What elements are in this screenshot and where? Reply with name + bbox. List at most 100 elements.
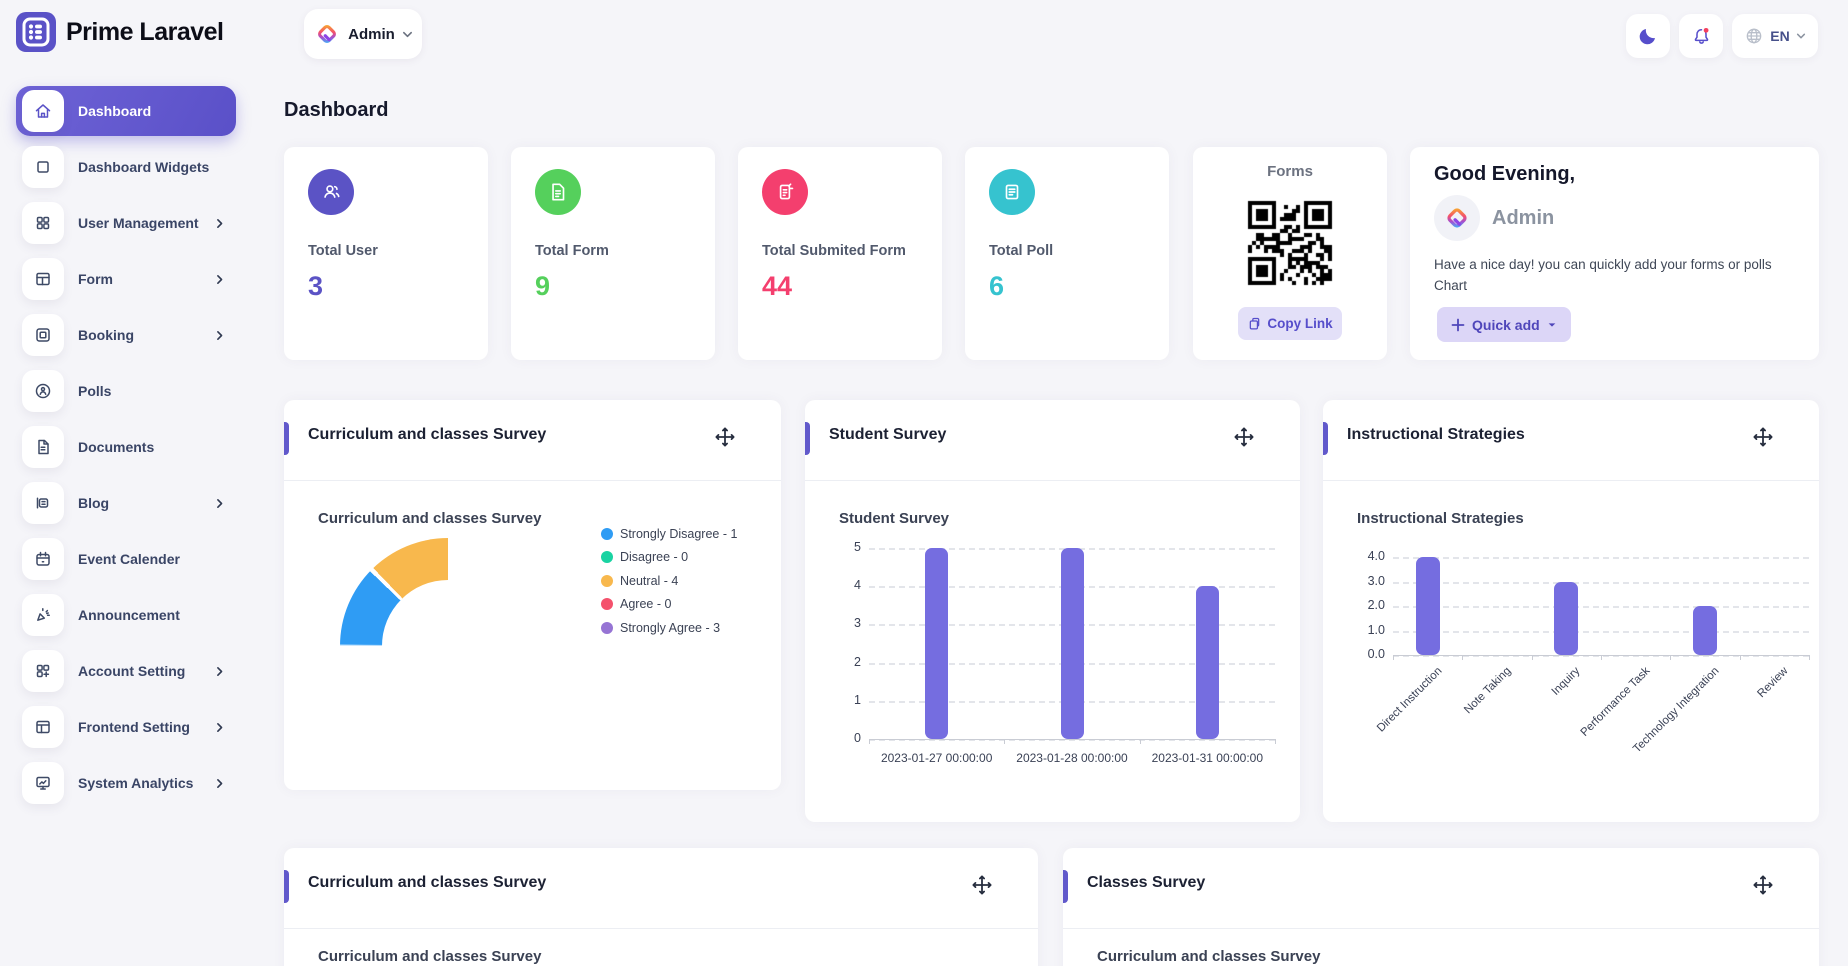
drag-move-icon[interactable] (1753, 427, 1773, 447)
x-axis-tick (1462, 655, 1464, 660)
y-axis-tick-label: 4 (854, 578, 861, 593)
profile-dropdown[interactable]: Admin (304, 9, 422, 59)
avatar-logo-icon (1447, 208, 1467, 228)
sidebar-item-frontend-setting[interactable]: Frontend Setting (16, 702, 236, 752)
sidebar-item-booking[interactable]: Booking (16, 310, 236, 360)
legend-dot (601, 574, 613, 587)
donut-chart (340, 538, 556, 754)
curriculum-survey-card: Curriculum and classes Survey Curriculum… (284, 400, 781, 790)
sidebar-item-polls[interactable]: Polls (16, 366, 236, 416)
qr-code (1240, 193, 1340, 293)
announcement-icon (22, 594, 64, 636)
polls-icon (22, 370, 64, 412)
x-axis-tick (1275, 739, 1276, 744)
language-label: EN (1770, 28, 1790, 44)
chart-legend: Strongly Disagree - 1 Disagree - 0 Neutral… (601, 522, 737, 640)
chart-title: Curriculum and classes Survey (1097, 948, 1321, 965)
app-logo: Prime Laravel (16, 12, 224, 52)
forms-card-title: Forms (1267, 163, 1313, 180)
card-accent-bar (805, 422, 810, 455)
chevron-down-icon (1796, 33, 1805, 39)
sidebar-item-form[interactable]: Form (16, 254, 236, 304)
chevron-down-icon (402, 31, 412, 37)
sidebar-item-documents[interactable]: Documents (16, 422, 236, 472)
sidebar-item-event-calender[interactable]: Event Calender (16, 534, 236, 584)
frontend-icon (22, 706, 64, 748)
y-axis-tick-label: 1.0 (1367, 622, 1385, 637)
instructional-strategies-card: Instructional Strategies Instructional S… (1323, 400, 1819, 822)
dark-mode-button[interactable] (1626, 14, 1670, 58)
chevron-right-icon (213, 497, 226, 510)
document-icon (22, 426, 64, 468)
copy-link-button[interactable]: Copy Link (1238, 307, 1342, 340)
notification-bell-icon (1694, 27, 1708, 44)
stat-value: 44 (762, 271, 793, 301)
x-axis-tick (1531, 655, 1533, 660)
card-header-title: Curriculum and classes Survey (308, 426, 547, 443)
stat-card-total-user: Total User 3 (284, 147, 488, 360)
stat-card-total-form: Total Form 9 (511, 147, 715, 360)
form-icon (22, 258, 64, 300)
sidebar-item-label: User Management (78, 215, 199, 231)
x-axis-label: 2023-01-27 00:00:00 (880, 751, 993, 765)
y-axis-tick-label: 3 (854, 616, 861, 631)
bar-technology-integration (1693, 606, 1717, 655)
x-axis-tick (1809, 655, 1810, 660)
language-selector[interactable]: EN (1732, 14, 1818, 58)
legend-item: Strongly Disagree - 1 (601, 522, 737, 546)
users-icon (308, 169, 354, 215)
y-axis-tick-label: 0 (854, 731, 861, 745)
card-header-title: Curriculum and classes Survey (308, 874, 547, 891)
grid-icon (22, 202, 64, 244)
x-axis-label: Inquiry (1549, 665, 1583, 698)
stat-label: Total User (308, 243, 378, 259)
curriculum-survey-bottom-card: Curriculum and classes Survey Curriculum… (284, 848, 1038, 966)
sidebar-item-announcement[interactable]: Announcement (16, 590, 236, 640)
account-icon (22, 650, 64, 692)
card-accent-bar (284, 422, 289, 455)
sidebar-item-blog[interactable]: Blog (16, 478, 236, 528)
plus-icon (1451, 318, 1465, 331)
legend-item: Agree - 0 (601, 593, 737, 617)
submitted-form-icon (762, 169, 808, 215)
drag-move-icon[interactable] (1234, 427, 1254, 447)
gridline (1393, 557, 1809, 559)
sidebar-item-label: Announcement (78, 607, 180, 623)
legend-dot (601, 527, 613, 540)
gridline (869, 739, 1275, 741)
card-accent-bar (1063, 870, 1068, 903)
y-axis-tick-label: 2 (854, 654, 861, 669)
legend-label: Neutral - 4 (620, 573, 679, 588)
sidebar-item-user-management[interactable]: User Management (16, 198, 236, 248)
sidebar-item-dashboard-widgets[interactable]: Dashboard Widgets (16, 142, 236, 192)
chart-title: Curriculum and classes Survey (318, 510, 542, 527)
divider (1063, 928, 1819, 929)
copy-icon (1250, 317, 1260, 330)
quick-add-button[interactable]: Quick add (1437, 307, 1571, 342)
sidebar-item-dashboard[interactable]: Dashboard (16, 86, 236, 136)
chart-title: Student Survey (839, 510, 950, 527)
y-axis-tick-label: 4.0 (1367, 549, 1385, 563)
bar-2023-01-28-00-00-00 (1060, 548, 1084, 739)
stat-value: 6 (989, 271, 1005, 301)
blog-icon (22, 482, 64, 524)
sidebar-item-system-analytics[interactable]: System Analytics (16, 758, 236, 808)
stat-label: Total Poll (989, 243, 1054, 259)
forms-qr-card: Forms Copy Link (1193, 147, 1387, 360)
analytics-icon (22, 762, 64, 804)
drag-move-icon[interactable] (715, 427, 735, 447)
sidebar-item-account-setting[interactable]: Account Setting (16, 646, 236, 696)
drag-move-icon[interactable] (1753, 875, 1773, 895)
legend-item: Disagree - 0 (601, 546, 737, 570)
student-survey-card: Student Survey Student Survey 0 1 2 3 4 5 2023… (805, 400, 1300, 822)
x-axis-line (869, 739, 1275, 740)
divider (805, 480, 1300, 481)
sidebar-item-label: Blog (78, 495, 110, 511)
chevron-right-icon (213, 665, 226, 678)
chevron-right-icon (213, 721, 226, 734)
divider (284, 928, 1038, 929)
notifications-button[interactable] (1679, 14, 1723, 58)
home-icon (22, 90, 64, 132)
x-axis-tick (1670, 655, 1672, 660)
drag-move-icon[interactable] (972, 875, 992, 895)
